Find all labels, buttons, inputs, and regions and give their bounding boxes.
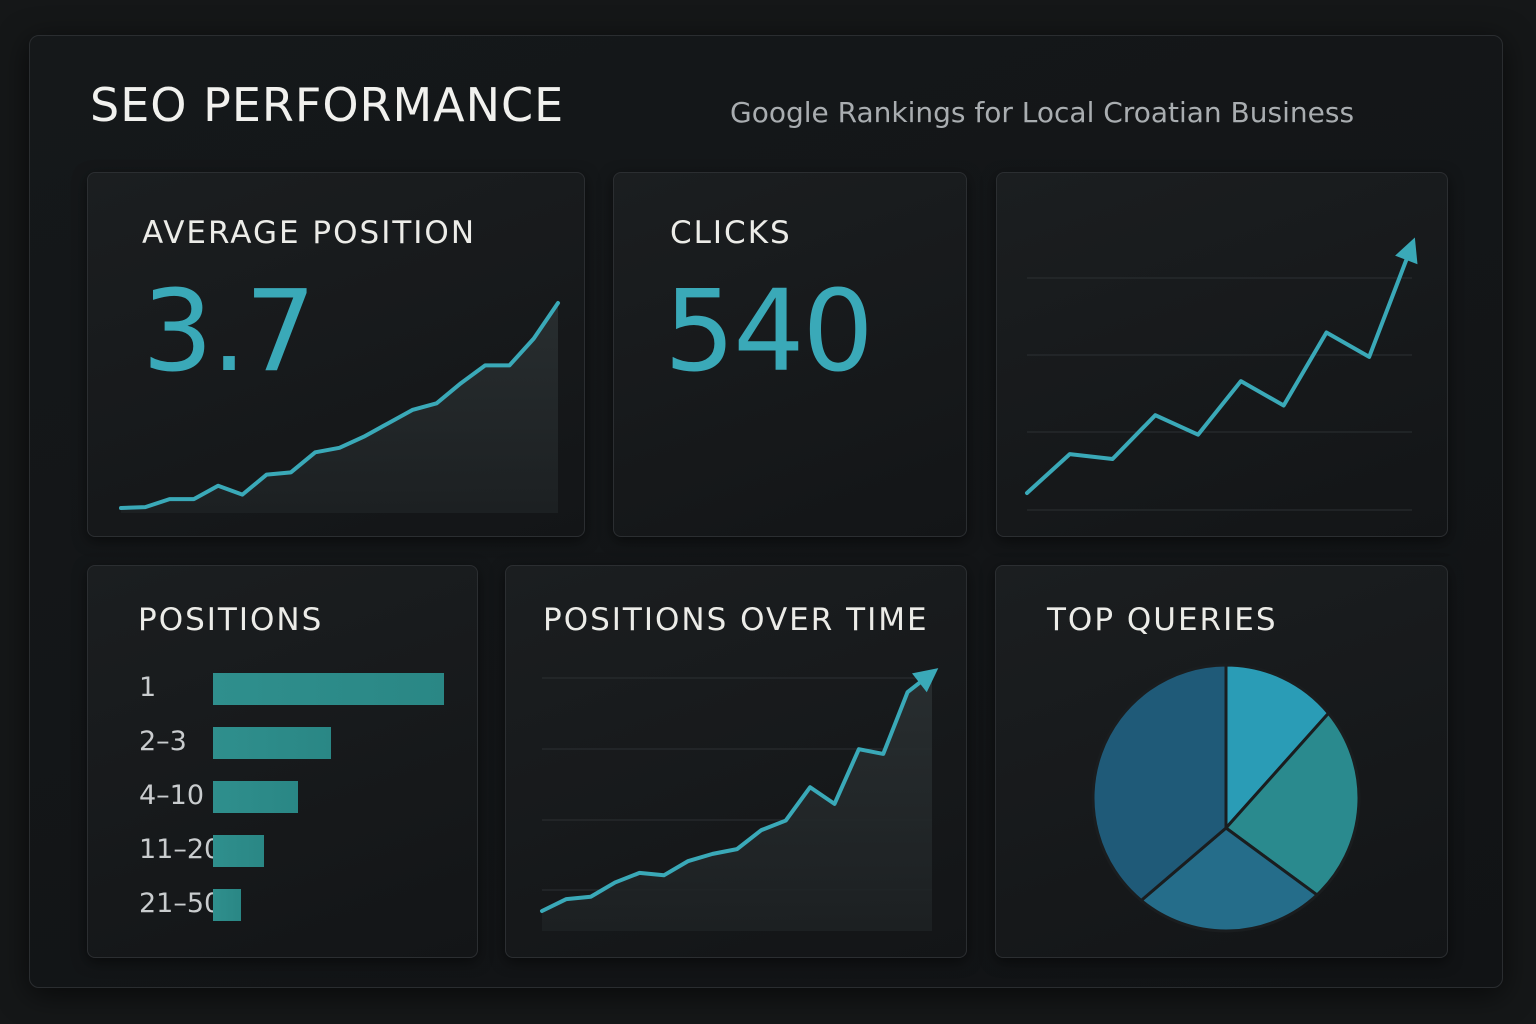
positions-over-time-title: POSITIONS OVER TIME: [543, 602, 929, 638]
bar-label: 1: [139, 672, 157, 703]
trend-chart: [1025, 237, 1418, 511]
positions-over-time-chart: [540, 668, 939, 931]
positions-over-time-card[interactable]: POSITIONS OVER TIME: [505, 565, 967, 958]
clicks-card[interactable]: CLICKS 540: [613, 172, 967, 537]
bar: [213, 781, 299, 813]
pie-slice: [1091, 663, 1228, 902]
page-title: SEO PERFORMANCE: [90, 78, 565, 132]
series-line: [1025, 243, 1414, 495]
pie-slice: [1224, 711, 1361, 897]
pie-slice: [1224, 663, 1330, 830]
pie-slice: [1139, 826, 1319, 933]
positions-title: POSITIONS: [138, 602, 324, 638]
average-position-title: AVERAGE POSITION: [142, 215, 477, 251]
bar-label: 2–3: [139, 726, 187, 757]
positions-card[interactable]: POSITIONS 1 2–3 4–10 11–20 21–50: [87, 565, 478, 958]
top-queries-pie-chart: [1091, 663, 1361, 933]
top-queries-title: TOP QUERIES: [1047, 602, 1278, 638]
page-subtitle: Google Rankings for Local Croatian Busin…: [730, 96, 1355, 129]
trend-card[interactable]: [996, 172, 1448, 537]
area-fill: [121, 303, 558, 513]
arrow-head: [1395, 237, 1418, 265]
clicks-value: 540: [664, 267, 874, 397]
clicks-title: CLICKS: [670, 215, 792, 251]
average-position-chart: [119, 301, 560, 513]
arrow-head: [912, 668, 939, 693]
area-fill: [542, 673, 932, 931]
average-position-card[interactable]: AVERAGE POSITION 3.7: [87, 172, 585, 537]
bar: [213, 727, 331, 759]
bar-label: 11–20: [139, 834, 222, 865]
bar-label: 4–10: [139, 780, 205, 811]
top-queries-card[interactable]: TOP QUERIES: [995, 565, 1448, 958]
positions-bar-chart: 1 2–3 4–10 11–20 21–50: [88, 566, 479, 959]
bar: [213, 835, 264, 867]
bar: [213, 673, 444, 705]
bar-label: 21–50: [139, 888, 222, 919]
bar: [213, 889, 241, 921]
average-position-value: 3.7: [142, 267, 316, 397]
